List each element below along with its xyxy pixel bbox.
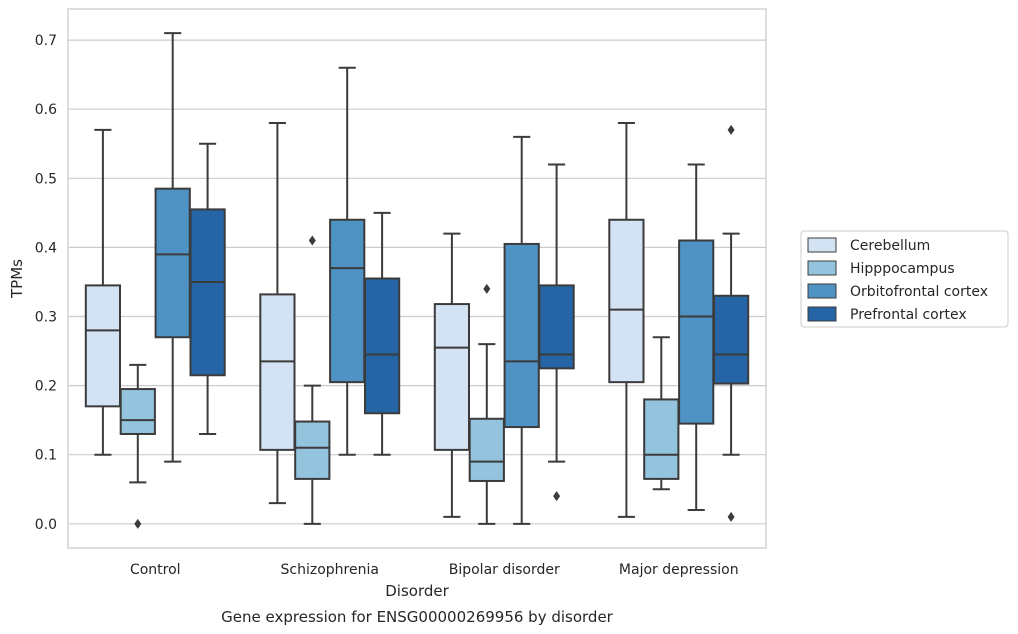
legend: Cerebellum Hipppocampus Orbitofrontal cort… [800, 230, 1009, 328]
y-tick-label: 0.7 [35, 33, 57, 49]
box-iqr [119, 388, 156, 435]
legend-swatch [807, 283, 837, 299]
box-hipppocampus [119, 363, 156, 529]
plot-frame [67, 8, 767, 549]
x-tick-label: Bipolar disorder [449, 562, 560, 578]
box-iqr [154, 187, 191, 339]
box-orbitofrontal-cortex [503, 135, 540, 525]
x-tick-label: Major depression [619, 562, 739, 578]
y-tick-label: 0.2 [35, 379, 57, 395]
outlier-point [308, 235, 316, 246]
legend-swatch [807, 306, 837, 322]
box-iqr [433, 303, 471, 451]
box-orbitofrontal-cortex [329, 66, 366, 456]
box-iqr [329, 218, 366, 384]
box-iqr [259, 293, 296, 451]
box-iqr [538, 284, 575, 370]
legend-label: Cerebellum [850, 238, 930, 254]
x-tick-labels: Control Schizophrenia Bipolar disorder Majo… [130, 562, 739, 578]
box-orbitofrontal-cortex [678, 163, 715, 511]
box-iqr [678, 239, 715, 425]
y-tick-label: 0.1 [35, 448, 57, 464]
legend-label: Hipppocampus [850, 261, 955, 277]
legend-label: Orbitofrontal cortex [850, 284, 988, 300]
legend-swatch [807, 260, 837, 276]
legend-swatch [807, 237, 837, 253]
box-iqr [503, 242, 540, 429]
outlier-point [483, 283, 491, 294]
box-prefrontal-cortex [189, 142, 226, 435]
outlier-point [727, 124, 735, 135]
box-cerebellum [608, 122, 645, 518]
boxes [84, 32, 750, 529]
box-iqr [468, 417, 505, 482]
x-axis-label: Disorder [385, 582, 449, 600]
box-iqr [363, 277, 401, 415]
outlier-point [134, 518, 142, 529]
outlier-point [553, 491, 561, 502]
chart-caption: Gene expression for ENSG00000269956 by d… [221, 608, 614, 626]
y-tick-label: 0.5 [35, 171, 57, 187]
box-cerebellum [433, 232, 471, 518]
legend-label: Prefrontal cortex [850, 307, 967, 323]
box-hipppocampus [468, 283, 505, 525]
outlier-point [727, 511, 735, 522]
box-cerebellum [259, 122, 296, 505]
box-prefrontal-cortex [538, 163, 575, 502]
box-hipppocampus [294, 235, 331, 525]
box-iqr [712, 294, 750, 385]
x-tick-label: Control [130, 562, 181, 578]
box-hipppocampus [643, 336, 680, 491]
legend-frame [800, 230, 1009, 328]
box-iqr [294, 420, 331, 480]
x-tick-label: Schizophrenia [281, 562, 379, 578]
box-iqr [608, 218, 645, 384]
y-tick-label: 0.3 [35, 310, 57, 326]
box-cerebellum [84, 128, 122, 456]
box-iqr [643, 398, 680, 480]
box-iqr [189, 208, 226, 377]
y-tick-labels: 0.0 0.1 0.2 0.3 0.4 0.5 0.6 0.7 [35, 33, 57, 533]
box-prefrontal-cortex [712, 124, 750, 522]
box-iqr [84, 284, 122, 408]
box-prefrontal-cortex [363, 211, 401, 456]
y-tick-label: 0.6 [35, 102, 57, 118]
y-tick-label: 0.4 [35, 240, 57, 256]
y-axis-label: TPMs [8, 259, 26, 299]
y-tick-label: 0.0 [35, 517, 57, 533]
